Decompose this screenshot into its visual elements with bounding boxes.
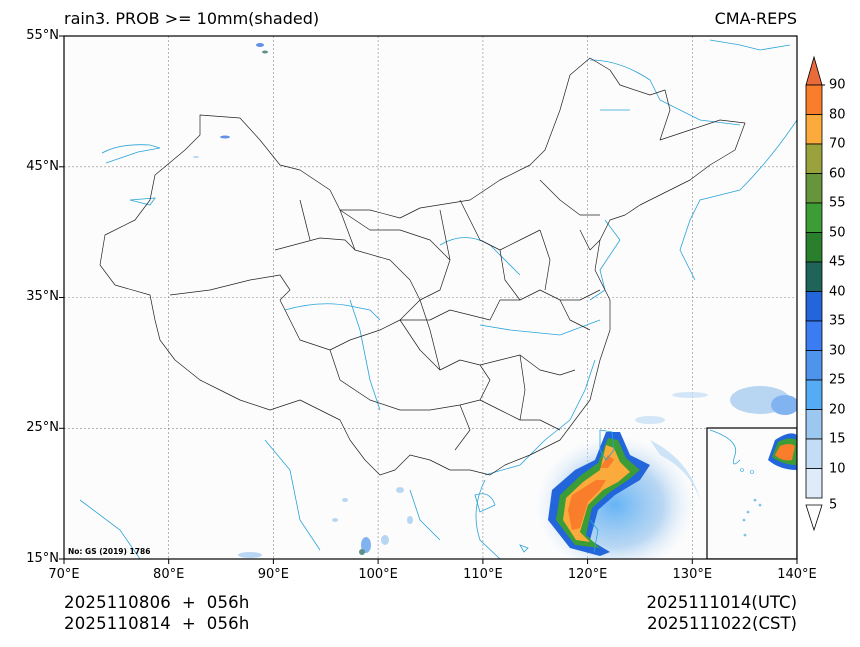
x-tick-label: 70°E	[48, 567, 80, 582]
model-name: CMA-REPS	[714, 9, 797, 28]
colorbar-label: 35	[829, 313, 846, 329]
colorbar-label: 60	[829, 166, 846, 181]
y-tick-label: 45°N	[26, 159, 59, 174]
x-tick-label: 90°E	[257, 567, 290, 582]
y-tick-label: 35°N	[26, 289, 59, 304]
tick-marks	[59, 35, 798, 564]
light-precip-patches	[193, 43, 797, 558]
colorbar-min-arrow	[805, 504, 823, 532]
map-approval-note: No: GS (2019) 1786	[68, 547, 151, 556]
y-tick-label: 55°N	[26, 28, 59, 43]
colorbar-label: 70	[829, 136, 846, 152]
colorbar-label: 50	[829, 225, 846, 240]
x-tick-label: 130°E	[672, 567, 713, 582]
colorbar-label: 30	[829, 343, 846, 358]
typhoon-rainband	[535, 432, 700, 559]
colorbar-label: 5	[829, 497, 838, 513]
x-tick-label: 110°E	[463, 567, 503, 582]
colorbar-label: 45	[829, 254, 846, 270]
valid-time-utc: 2025111014(UTC)	[646, 593, 797, 612]
colorbar-label: 10	[829, 461, 846, 476]
colorbar-label: 90	[829, 77, 846, 93]
colorbar-label: 25	[829, 372, 846, 388]
init-time-cst: 2025110814 + 056h	[64, 614, 250, 633]
y-tick-label: 15°N	[26, 551, 59, 566]
colorbar-label: 80	[829, 107, 846, 122]
valid-time-cst: 2025111022(CST)	[647, 614, 797, 633]
x-tick-label: 140°E	[777, 567, 817, 582]
political-boundaries	[99, 57, 746, 476]
x-tick-label: 100°E	[358, 567, 398, 582]
x-tick-label: 120°E	[567, 567, 608, 582]
colorbar-label: 55	[829, 195, 846, 211]
colorbar	[805, 55, 825, 532]
south-china-sea-inset	[706, 427, 797, 559]
init-time-utc: 2025110806 + 056h	[64, 593, 250, 612]
gridlines	[64, 36, 797, 559]
chart-title: rain3. PROB >= 10mm(shaded)	[64, 9, 320, 28]
colorbar-max-arrow	[805, 55, 823, 86]
colorbar-label: 40	[829, 284, 846, 299]
colorbar-label: 15	[829, 431, 846, 447]
colorbar-label: 20	[829, 402, 846, 417]
x-tick-label: 80°E	[153, 567, 185, 582]
y-tick-label: 25°N	[26, 420, 59, 435]
